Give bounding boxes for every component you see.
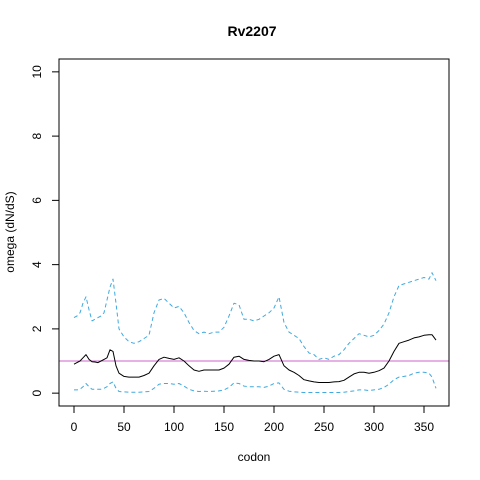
x-tick-label: 150 [214, 420, 234, 434]
x-tick-label: 350 [414, 420, 434, 434]
y-tick-label: 10 [30, 65, 44, 79]
x-axis: 0 50 100 150 200 250 300 350 [71, 405, 434, 434]
plot-area [59, 272, 449, 393]
y-axis-label: omega (dN/dS) [3, 191, 17, 272]
x-tick-label: 0 [71, 420, 78, 434]
x-tick-label: 250 [314, 420, 334, 434]
plot-frame [58, 58, 450, 407]
y-tick-label: 6 [30, 197, 44, 204]
x-tick-label: 300 [364, 420, 384, 434]
x-tick-label: 100 [164, 420, 184, 434]
series-line-estimate [73, 334, 437, 383]
series-line-lower-bound [74, 371, 437, 393]
x-tick-label: 200 [264, 420, 284, 434]
y-tick-label: 8 [30, 132, 44, 139]
chart-title: Rv2207 [227, 23, 276, 39]
y-tick-label: 4 [30, 261, 44, 268]
x-axis-label: codon [238, 450, 271, 464]
x-tick-label: 50 [117, 420, 131, 434]
y-axis: 0 2 4 6 8 10 [30, 65, 60, 396]
y-tick-label: 0 [30, 389, 44, 396]
y-tick-label: 2 [30, 325, 44, 332]
series-line-upper-bound [73, 272, 437, 360]
